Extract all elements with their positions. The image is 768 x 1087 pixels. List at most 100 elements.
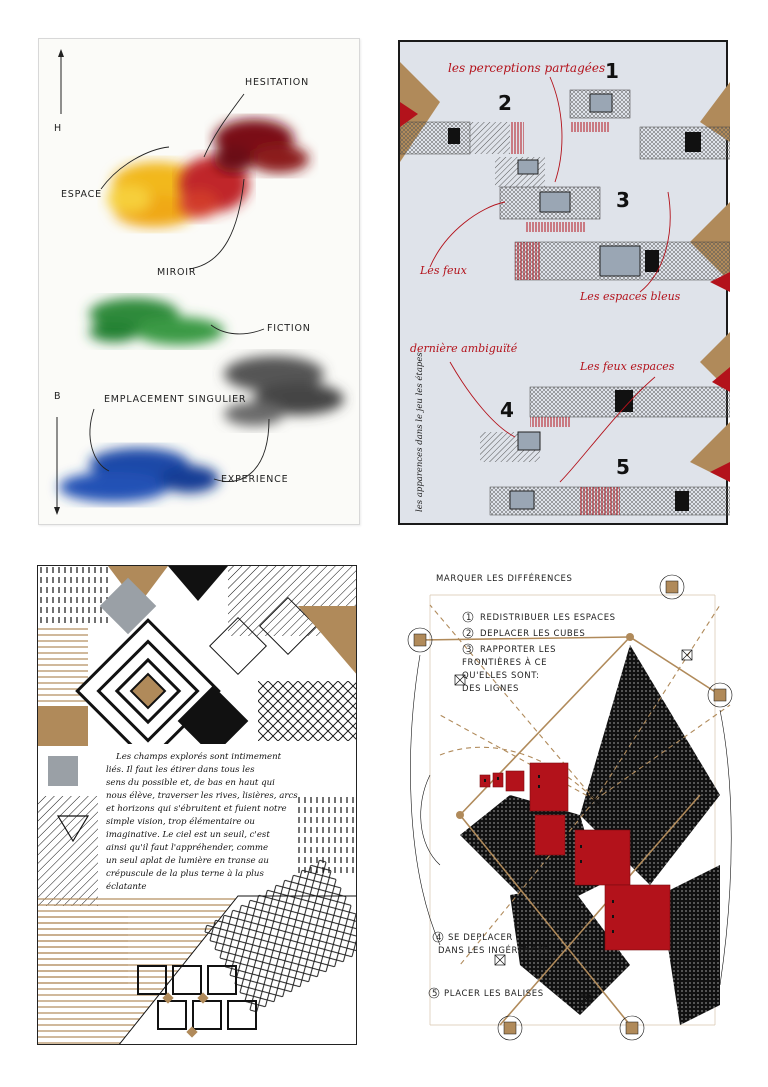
number-2: 2 — [498, 91, 512, 115]
step-number: 1 — [466, 613, 472, 623]
arrow-down-icon — [54, 507, 60, 515]
maroon-blob — [214, 119, 309, 173]
red-triangle — [710, 462, 730, 482]
grid-squares — [137, 965, 257, 1030]
poem-text: Les champs explorés sont intimement liés… — [106, 751, 298, 892]
annotation-arrows — [89, 93, 270, 482]
black-cube — [675, 491, 689, 511]
side-text: les apparences dans le jeu les étapes — [414, 352, 425, 512]
perceptions-drawing: les perceptions partagées 1 2 3 4 5 Les … — [400, 59, 730, 516]
step-1-text: REDISTRIBUER LES ESPACES — [480, 613, 616, 623]
red-triangle — [400, 102, 418, 127]
red-fringe — [580, 487, 620, 515]
step-3-line: FRONTIÈRES À CE — [462, 656, 547, 668]
step-3-line: DES LIGNES — [462, 684, 519, 694]
gray-blob — [224, 356, 344, 426]
outline-diamond — [209, 617, 267, 675]
orbit-curves — [410, 654, 732, 986]
black-triangle — [168, 566, 228, 601]
arrow-up-icon — [58, 49, 64, 57]
text-line: simple vision, trop élémentaire ou — [106, 816, 255, 827]
red-arrows — [429, 76, 671, 483]
red-cubes — [479, 762, 671, 951]
red-triangle — [712, 367, 730, 392]
step-number: 3 — [466, 645, 472, 655]
red-fringe — [525, 222, 585, 232]
black-cube — [448, 128, 460, 144]
number-1: 1 — [605, 59, 619, 83]
crossed-boxes — [454, 649, 693, 1006]
gray-square — [48, 756, 78, 786]
text-line: imaginative. Le ciel est un seuil, c'est — [106, 830, 270, 840]
text-line: un seul aplat de lumière en transe au — [106, 855, 269, 866]
blue-cube — [599, 245, 641, 277]
label-feux-espaces: Les feux espaces — [579, 360, 675, 373]
differences-drawing: MARQUER LES DIFFÉRENCES — [407, 572, 733, 1041]
title-marquer: MARQUER LES DIFFÉRENCES — [436, 572, 573, 584]
blue-cube — [589, 93, 613, 113]
text-line: éclatante — [106, 881, 146, 892]
kraft-block — [38, 706, 88, 746]
blue-cube — [517, 159, 539, 175]
label-miroir: MIROIR — [157, 267, 196, 278]
red-fringe — [530, 417, 570, 427]
number-3: 3 — [616, 188, 630, 212]
watercolor-drawing: H B HESITATION ESPACE MIROIR FICTION E — [54, 49, 344, 515]
kraft-triangle — [108, 566, 168, 606]
pattern-block — [38, 916, 128, 986]
step-4-line: SE DEPLACER — [448, 933, 513, 943]
differences-panel: MARQUER LES DIFFÉRENCES — [400, 565, 740, 1045]
text-line: sens du possible et, de bas en haut qui — [106, 778, 275, 788]
band — [510, 122, 524, 154]
black-cube — [615, 390, 633, 412]
number-4: 4 — [500, 398, 514, 422]
title-perceptions: les perceptions partagées — [448, 61, 605, 75]
dotted-shape — [580, 645, 720, 885]
label-emplacement: EMPLACEMENT SINGULIER — [104, 394, 246, 405]
black-diamond — [177, 685, 249, 757]
cube-marks — [484, 775, 614, 933]
kraft-rays — [429, 604, 731, 966]
step-3-line: RAPPORTER LES — [480, 645, 556, 655]
step-2-text: DEPLACER LES CUBES — [480, 629, 585, 639]
text-line: crépuscule de la plus terne à la plus — [106, 868, 264, 879]
step-number: 2 — [466, 629, 472, 639]
red-fringe — [515, 242, 540, 280]
label-hesitation: HESITATION — [245, 77, 309, 88]
blue-cube — [509, 490, 535, 510]
pattern-block — [202, 857, 356, 1015]
text-line: nous élève, traverser les rives, lisière… — [106, 790, 298, 801]
red-fringe — [570, 122, 610, 132]
star-center-icon — [588, 793, 602, 807]
label-experience: EXPERIENCE — [221, 474, 288, 485]
frame — [429, 594, 716, 1026]
step-5-text: PLACER LES BALISES — [444, 989, 544, 999]
text-line: liés. Il faut les étirer dans tous les — [106, 764, 255, 775]
label-derniere: dernière ambiguïté — [410, 342, 518, 355]
step-number: 5 — [432, 989, 438, 999]
step-4-line: DANS LES INGÉRENCES — [438, 944, 549, 956]
axis-top-label: H — [54, 123, 62, 134]
pattern-block — [38, 796, 98, 906]
text-line: Les champs explorés sont intimement — [115, 751, 282, 762]
pattern-block — [38, 566, 108, 626]
pattern-block — [258, 681, 356, 741]
blue-cube — [517, 431, 541, 451]
blue-cube — [539, 191, 571, 213]
number-5: 5 — [616, 455, 630, 479]
dotted-shape — [660, 865, 720, 1025]
step-number: 4 — [436, 933, 442, 943]
pattern-block — [298, 796, 356, 876]
pattern-drawing: Les champs explorés sont intimement liés… — [38, 566, 356, 1044]
yellow-blob — [107, 162, 202, 227]
balises — [407, 574, 733, 1041]
label-espaces-bleus: Les espaces bleus — [579, 290, 681, 303]
label-feux: Les feux — [419, 264, 468, 277]
red-triangle — [710, 272, 730, 292]
perceptions-panel: les perceptions partagées 1 2 3 4 5 Les … — [398, 40, 730, 525]
text-line: et horizons qui s'ébruitent et fuient no… — [106, 803, 287, 814]
label-fiction: FICTION — [267, 323, 311, 334]
green-blob — [89, 298, 224, 345]
black-cube — [645, 250, 659, 272]
black-cube — [685, 132, 701, 152]
